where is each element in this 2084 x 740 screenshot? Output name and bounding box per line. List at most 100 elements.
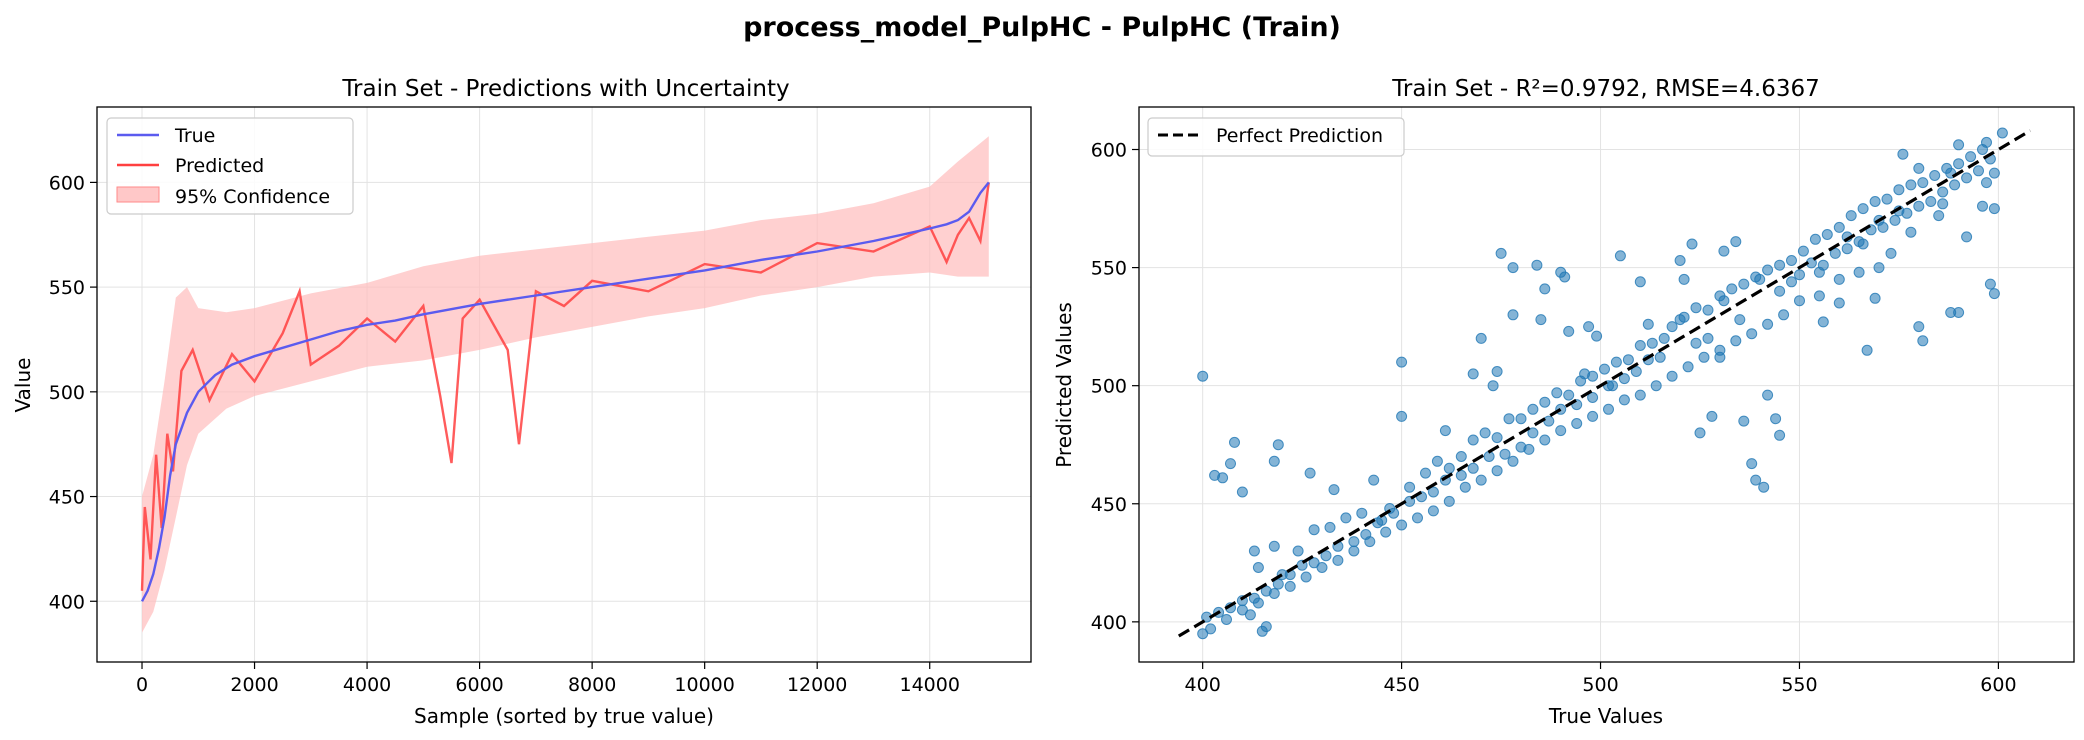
scatter-point [1961,231,1973,243]
scatter-point [1340,512,1352,524]
scatter-point [1897,148,1909,160]
scatter-point [1981,177,1992,189]
scatter-point [1427,486,1439,498]
right-legend: Perfect Prediction [1147,117,1405,157]
scatter-point [1714,290,1726,302]
scatter-point [1813,290,1825,302]
scatter-point [1622,354,1634,366]
scatter-point [1304,467,1316,479]
scatter-point [1941,162,1953,174]
scatter-point [1817,316,1829,328]
scatter-point [1396,356,1408,368]
scatter-point [1953,139,1965,151]
scatter-point [1543,415,1555,427]
scatter-point [1973,165,1984,177]
scatter-point [1738,415,1750,427]
scatter-point [1869,292,1881,304]
scatter-point [1308,557,1320,569]
scatter-point [1284,580,1296,592]
scatter-point [1873,262,1885,274]
scatter-point [1913,200,1925,212]
scatter-point [1988,167,2000,179]
scatter-point [1332,554,1344,566]
scatter-point [1977,144,1988,155]
legend-confidence-swatch [116,186,160,203]
left-x-tick-label: 8000 [568,674,616,696]
confidence-band-area [142,136,989,633]
scatter-point [1495,247,1507,259]
scatter-point [1507,262,1519,274]
scatter-point [1420,467,1431,479]
scatter-point [1774,259,1786,271]
scatter-point [1778,309,1790,321]
scatter-point [1225,458,1236,470]
scatter-point [1252,597,1264,609]
scatter-point [1587,410,1599,422]
scatter-point [1229,436,1240,448]
scatter-point [1893,184,1905,196]
left-y-tick-label: 600 [49,172,85,194]
scatter-point [1316,562,1328,573]
scatter-point [1833,221,1845,233]
scatter-point [1746,458,1758,470]
scatter-point [1953,307,1965,318]
right-chart: Train Set - R²=0.9792, RMSE=4.6367 400 45… [1052,76,2075,728]
scatter-point [1455,451,1467,462]
scatter-point [1328,484,1340,496]
left-x-tick-label: 2000 [230,674,278,696]
scatter-point [1205,623,1217,635]
scatter-point [1809,233,1821,245]
scatter-point [1475,474,1487,486]
scatter-point [1730,236,1742,248]
scatter-point [1412,512,1423,524]
scatter-point [1965,151,1977,163]
left-chart: Train Set - Predictions with Uncertainty… [11,76,1032,728]
scatter-point [1555,425,1567,437]
scatter-point [1431,455,1443,467]
scatter-point [1682,361,1694,373]
left-chart-title: Train Set - Predictions with Uncertainty [341,76,789,102]
scatter-point [1786,276,1797,288]
scatter-point [1937,198,1949,210]
scatter-point [1523,443,1535,455]
scatter-point [1853,236,1865,248]
scatter-point [1527,403,1539,415]
scatter-point [1841,243,1853,255]
right-x-axis-label: True Values [1548,704,1663,728]
scatter-point [1487,380,1499,392]
scatter-point [1694,427,1706,439]
scatter-point [1750,474,1762,486]
scatter-point [1491,432,1503,444]
right-x-tick-label: 600 [1980,674,2016,696]
right-legend-box [1147,117,1405,157]
legend-true-label: True [174,125,215,147]
left-y-tick-label: 450 [49,487,85,509]
scatter-point [1300,571,1312,583]
scatter-point [1618,373,1630,385]
scatter-point [1467,434,1479,446]
scatter-point [1678,311,1690,323]
scatter-point [1531,259,1543,271]
predicted-series-line [140,182,990,591]
scatter-point [1491,465,1503,477]
scatter-point [1678,273,1690,285]
right-chart-title: Train Set - R²=0.9792, RMSE=4.6367 [1391,76,1819,102]
scatter-point [1821,229,1833,240]
scatter-point [1690,302,1702,314]
scatter-point [1467,462,1479,474]
scatter-point [1797,245,1809,257]
right-x-tick-label: 550 [1781,674,1817,696]
scatter-point [1587,392,1599,403]
scatter-point [1746,328,1758,340]
scatter-point [1499,448,1511,460]
scatter-point [1197,370,1209,382]
right-y-tick-label: 600 [1091,140,1127,162]
scatter-point [1587,370,1599,382]
scatter-point [1507,455,1519,467]
scatter-point [1988,203,2000,215]
scatter-point [1706,410,1718,422]
scatter-point [1774,285,1786,297]
scatter-point [1917,177,1929,189]
scatter-point [1857,203,1869,215]
